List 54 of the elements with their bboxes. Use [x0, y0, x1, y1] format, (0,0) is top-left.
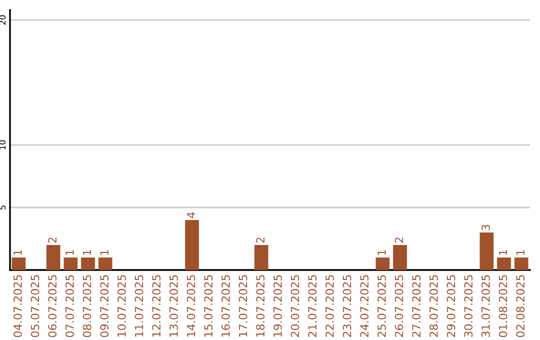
data-label: 1: [82, 250, 92, 255]
x-tick-label: 30.07.2025: [464, 275, 473, 337]
x-tick-label: 04.07.2025: [13, 275, 22, 338]
data-label: 2: [394, 238, 404, 243]
x-tick-label: 27.07.2025: [412, 275, 421, 337]
x-tick-label: 13.07.2025: [169, 275, 178, 337]
x-tick-label: 02.08.2025: [516, 275, 525, 338]
x-tick-label: 24.07.2025: [360, 275, 369, 337]
data-label: 1: [100, 250, 108, 255]
x-tick-label: 22.07.2025: [325, 275, 334, 337]
bar: [497, 258, 511, 270]
bar: [81, 258, 95, 270]
bar: [376, 258, 390, 270]
x-tick-label: 10.07.2025: [117, 275, 126, 337]
data-label: 1: [498, 250, 508, 255]
data-label: 4: [186, 212, 196, 218]
data-label: 1: [66, 250, 74, 255]
x-tick-label: 16.07.2025: [221, 275, 230, 337]
bar: [185, 220, 199, 270]
data-label: 1: [14, 250, 22, 255]
x-tick-label: 14.07.2025: [186, 275, 196, 337]
data-label: 3: [481, 224, 490, 230]
x-tick-label: 19.07.2025: [273, 275, 282, 337]
x-tick-label: 01.08.2025: [498, 275, 508, 338]
x-tick-label: 21.07.2025: [308, 275, 317, 337]
x-tick-label: 20.07.2025: [290, 275, 300, 337]
x-tick-label: 15.07.2025: [204, 275, 213, 337]
bar: [12, 258, 26, 270]
x-tick-label: 25.07.2025: [377, 275, 386, 337]
x-tick-label: 06.07.2025: [48, 275, 57, 338]
x-tick-label: 31.07.2025: [481, 275, 490, 337]
bar: [514, 258, 528, 270]
x-tick-label: 26.07.2025: [394, 275, 404, 337]
data-label: 2: [256, 238, 264, 243]
x-tick-label: 18.07.2025: [256, 275, 265, 337]
bar: [64, 258, 78, 270]
x-tick-label: 11.07.2025: [134, 275, 144, 337]
bar: [254, 245, 268, 270]
x-tick-label: 29.07.2025: [446, 275, 456, 337]
x-tick-label: 23.07.2025: [342, 275, 352, 337]
data-label: 1: [378, 250, 386, 255]
x-tick-label: 08.07.2025: [82, 275, 92, 338]
bar: [480, 232, 494, 270]
data-label: 1: [516, 250, 524, 255]
bar: [46, 245, 60, 270]
x-tick-label: 28.07.2025: [429, 275, 438, 337]
x-tick-label: 17.07.2025: [238, 275, 248, 337]
bar: [98, 258, 112, 270]
x-tick-label: 09.07.2025: [100, 275, 109, 338]
x-tick-label: 05.07.2025: [30, 275, 40, 338]
bar: [393, 245, 407, 270]
x-tick-label: 07.07.2025: [65, 275, 74, 338]
data-label: 2: [48, 238, 56, 243]
x-tick-label: 12.07.2025: [152, 275, 161, 337]
